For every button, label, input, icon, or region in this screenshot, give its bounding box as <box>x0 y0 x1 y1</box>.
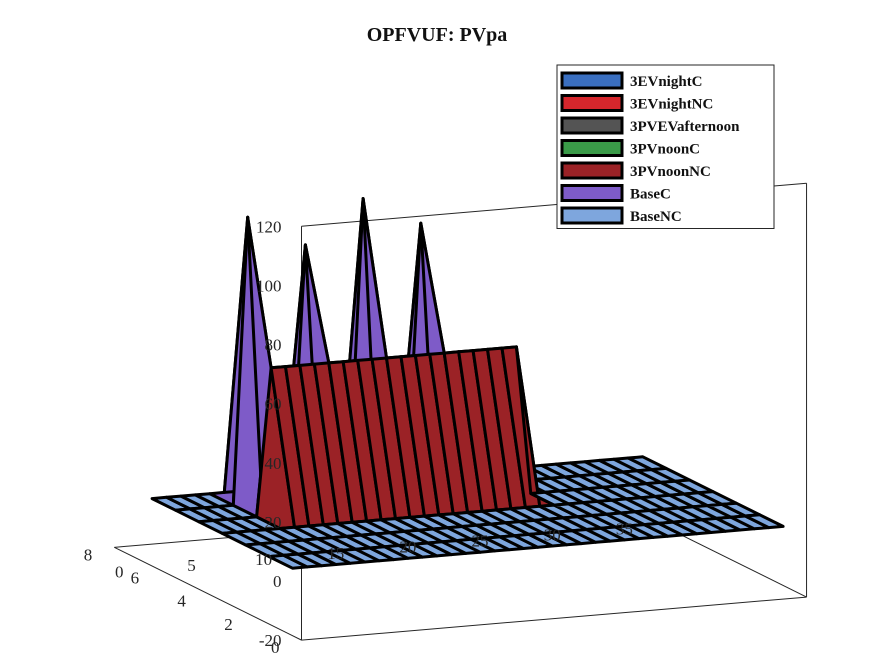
x-tick-label: 0 <box>115 562 124 581</box>
z-tick-label: 80 <box>265 336 282 355</box>
legend-label: 3PVnoonC <box>630 142 700 158</box>
x-tick-label: 15 <box>327 544 344 563</box>
x-tick-label: 30 <box>544 525 561 544</box>
y-tick-label: 4 <box>177 592 186 611</box>
legend-swatch <box>560 161 624 180</box>
legend-label: 3PVnoonNC <box>630 164 711 180</box>
chart-title: OPFVUF: PVpa <box>367 24 508 46</box>
z-tick-label: 20 <box>265 513 282 532</box>
z-tick-label: 0 <box>273 572 282 591</box>
z-tick-label: 60 <box>265 395 282 414</box>
legend-swatch <box>560 139 624 157</box>
x-tick-label: 5 <box>187 556 196 575</box>
legend-swatch <box>560 206 624 225</box>
legend-swatch <box>560 116 624 135</box>
legend-label: 3EVnightNC <box>630 97 713 113</box>
z-tick-label: 100 <box>256 276 282 295</box>
surface-patch <box>743 513 785 530</box>
y-tick-label: 6 <box>131 569 140 588</box>
legend-label: 3PVEVafternoon <box>630 119 740 135</box>
x-tick-label: 20 <box>399 538 416 557</box>
x-tick-label: 35 <box>616 519 633 538</box>
legend-label: 3EVnightC <box>630 74 703 90</box>
legend-swatch <box>560 184 624 202</box>
z-tick-label: 40 <box>265 454 282 473</box>
legend: 3EVnightC 3EVnightNC 3PVEVafternoon 3PVnoon… <box>556 64 775 229</box>
axis-line <box>114 546 302 641</box>
y-tick-label: 8 <box>84 545 93 564</box>
axis-line <box>301 596 807 641</box>
x-tick-label: 25 <box>472 532 489 551</box>
x-tick-label: 10 <box>255 550 272 569</box>
z-tick-label: -20 <box>259 631 282 650</box>
legend-label: BaseC <box>630 187 671 203</box>
y-tick-label: 0 <box>271 638 280 656</box>
legend-swatch <box>560 94 624 112</box>
surface-plot <box>150 197 785 570</box>
legend-swatch <box>560 71 624 90</box>
z-tick-label: 120 <box>256 217 282 236</box>
legend-label: BaseNC <box>630 209 682 225</box>
y-tick-label: 2 <box>224 615 233 634</box>
